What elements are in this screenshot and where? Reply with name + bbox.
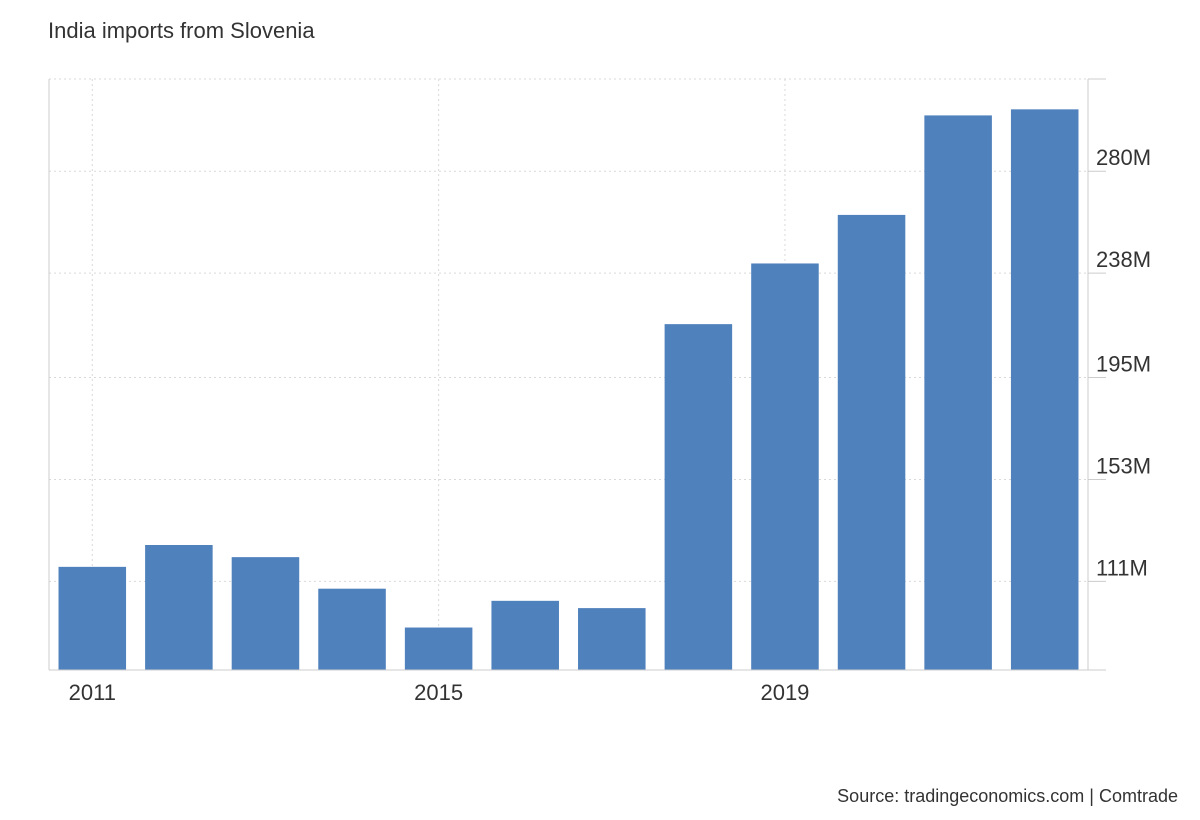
x-tick-label: 2019 [760, 680, 809, 705]
label-layer: 111M 153M 195M 238M 280M 2011 2015 2019 [69, 145, 1151, 705]
bar-2022 [1010, 109, 1079, 670]
bar-2020 [837, 214, 906, 671]
y-tick-label: 280M [1096, 145, 1151, 170]
axis-layer [48, 78, 1106, 671]
bar-2019 [751, 263, 819, 670]
y-tick-label: 153M [1096, 453, 1151, 478]
bar-2012 [145, 545, 213, 670]
bar-2017 [578, 608, 646, 670]
y-tick-label: 195M [1096, 352, 1151, 377]
bar-2018 [664, 324, 733, 670]
bar-2016 [491, 600, 559, 670]
source-note: Source: tradingeconomics.com | Comtrade [837, 786, 1178, 806]
bar-2015 [404, 627, 473, 670]
bar-2011 [58, 566, 127, 670]
bar-2013 [231, 557, 300, 670]
x-tick-label: 2011 [69, 680, 116, 705]
chart-title: India imports from Slovenia [48, 18, 315, 43]
bar-2014 [318, 588, 386, 670]
bar-layer [58, 109, 1079, 671]
bar-2021 [924, 115, 992, 671]
y-tick-label: 111M [1096, 555, 1148, 580]
x-tick-label: 2015 [414, 680, 463, 705]
y-tick-label: 238M [1096, 247, 1151, 272]
